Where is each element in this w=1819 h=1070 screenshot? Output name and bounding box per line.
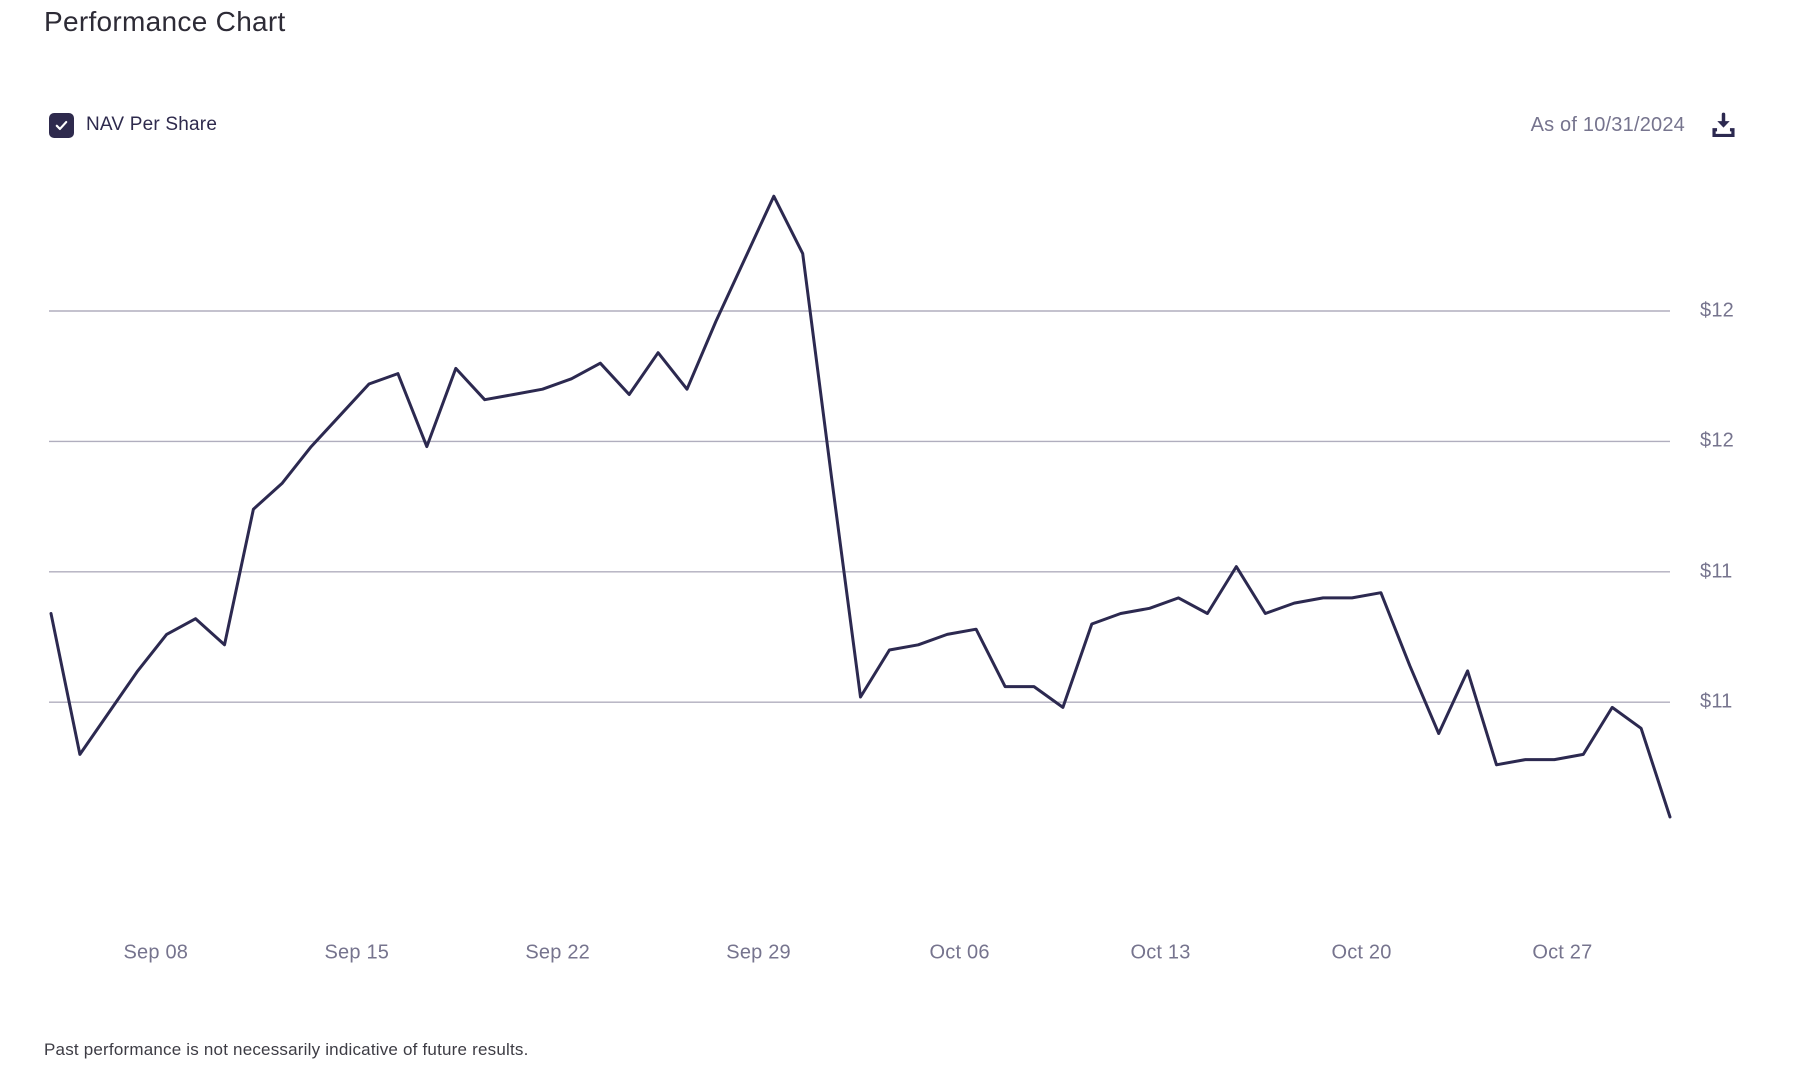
nav-per-share-checkbox[interactable] (49, 112, 74, 138)
y-tick-label: $12 (1700, 299, 1734, 322)
download-icon (1711, 112, 1735, 137)
x-tick-label: Oct 27 (1532, 941, 1593, 964)
y-tick-label: $11 (1700, 560, 1733, 583)
x-tick-label: Sep 15 (324, 941, 390, 964)
y-tick-label: $12 (1700, 429, 1734, 452)
x-tick-label: Oct 13 (1130, 941, 1191, 964)
chart-legend: NAV Per Share (49, 111, 217, 139)
check-icon (55, 120, 68, 130)
x-tick-label: Sep 22 (525, 941, 590, 964)
nav-line (49, 194, 1672, 819)
download-button[interactable] (1707, 109, 1739, 141)
as-of-date: As of 10/31/2024 (1530, 113, 1685, 136)
disclaimer: Past performance is not necessarily indi… (44, 1040, 529, 1059)
x-tick-label: Sep 08 (123, 941, 189, 964)
y-tick-label: $11 (1700, 690, 1733, 713)
legend-label-nav-per-share: NAV Per Share (86, 114, 218, 135)
x-tick-label: Sep 29 (726, 941, 791, 964)
page-title: Performance Chart (44, 6, 286, 37)
x-tick-label: Oct 20 (1331, 941, 1392, 964)
x-tick-label: Oct 06 (929, 941, 990, 964)
chart-toolbar: As of 10/31/2024 (1531, 108, 1739, 142)
